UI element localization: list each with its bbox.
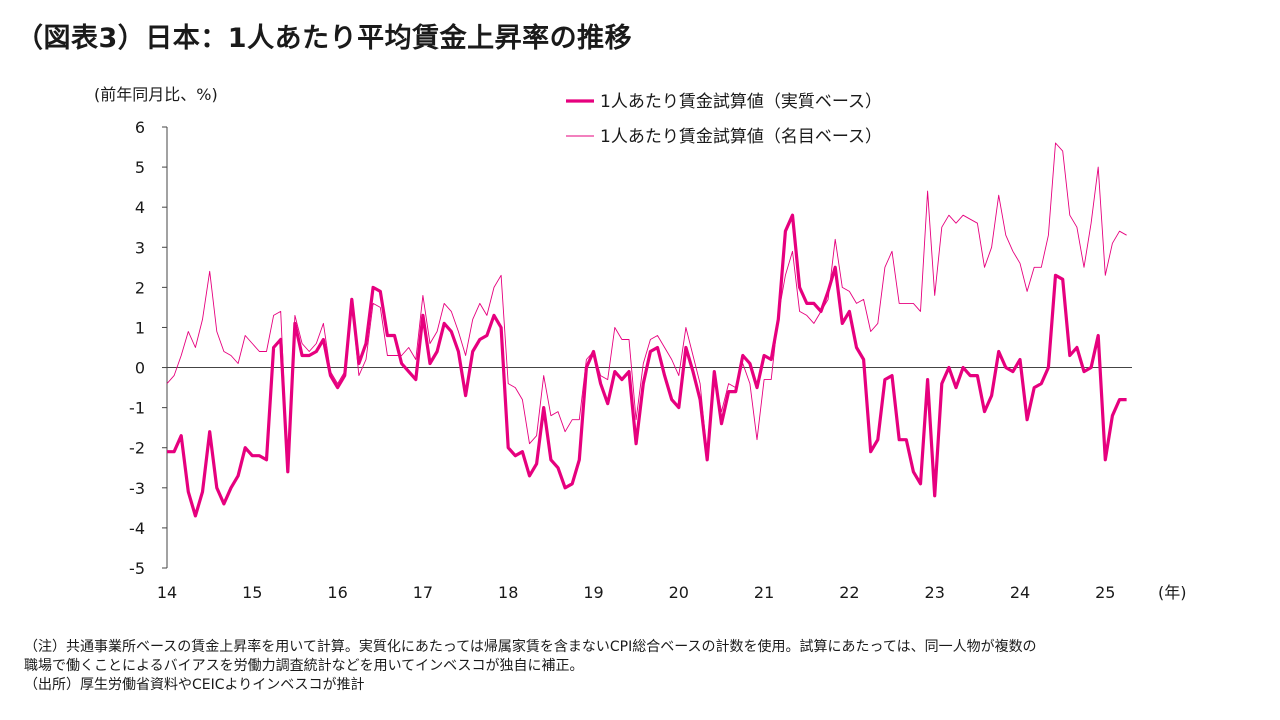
- y-tick-label: -4: [129, 519, 145, 538]
- y-tick-label: -5: [129, 559, 145, 578]
- legend: 1人あたり賃金試算値（実質ベース） 1人あたり賃金試算値（名目ベース）: [566, 92, 882, 147]
- y-axis-label: (前年同月比、%): [94, 85, 218, 104]
- x-tick-label: 14: [157, 583, 177, 602]
- x-tick-label: 21: [754, 583, 774, 602]
- y-tick-label: 0: [135, 359, 145, 378]
- chart-title: （図表3）日本：1人あたり平均賃金上昇率の推移: [16, 23, 633, 54]
- x-tick-label: 18: [498, 583, 518, 602]
- note-line-2: 職場で働くことによるバイアスを労働力調査統計などを用いてインベスコが独自に補正。: [24, 658, 584, 674]
- x-tick-label: 17: [413, 583, 433, 602]
- x-tick-label: 25: [1095, 583, 1115, 602]
- x-axis-label: (年): [1158, 583, 1187, 602]
- series-layer: [166, 142, 1127, 518]
- legend-label-nominal: 1人あたり賃金試算値（名目ベース）: [600, 127, 882, 147]
- note-line-1: （注）共通事業所ベースの賃金上昇率を用いて計算。実質化にあたっては帰属家賃を含ま…: [24, 639, 1037, 655]
- y-tick-label: 6: [135, 118, 145, 137]
- footnotes: （注）共通事業所ベースの賃金上昇率を用いて計算。実質化にあたっては帰属家賃を含ま…: [24, 638, 1264, 695]
- y-tick-label: 5: [135, 158, 145, 177]
- series-line-real: [167, 213, 1127, 518]
- y-tick-label: -2: [129, 439, 145, 458]
- y-tick-label: 3: [135, 238, 145, 257]
- y-tick-label: 2: [135, 278, 145, 297]
- y-tick-label: 4: [135, 198, 145, 217]
- x-tick-label: 19: [583, 583, 603, 602]
- x-tick-label: 20: [669, 583, 689, 602]
- x-tick-label: 16: [327, 583, 347, 602]
- y-tick-label: -3: [129, 479, 145, 498]
- y-tick-label: -1: [129, 399, 145, 418]
- y-tick-label: 1: [135, 318, 145, 337]
- x-tick-label: 24: [1010, 583, 1030, 602]
- x-tick-label: 15: [242, 583, 262, 602]
- series-line-nominal: [166, 142, 1127, 469]
- source-line: （出所）厚生労働省資料やCEICよりインベスコが推計: [24, 677, 365, 693]
- x-tick-label: 23: [925, 583, 945, 602]
- x-tick-label: 22: [839, 583, 859, 602]
- legend-label-real: 1人あたり賃金試算値（実質ベース）: [600, 92, 882, 112]
